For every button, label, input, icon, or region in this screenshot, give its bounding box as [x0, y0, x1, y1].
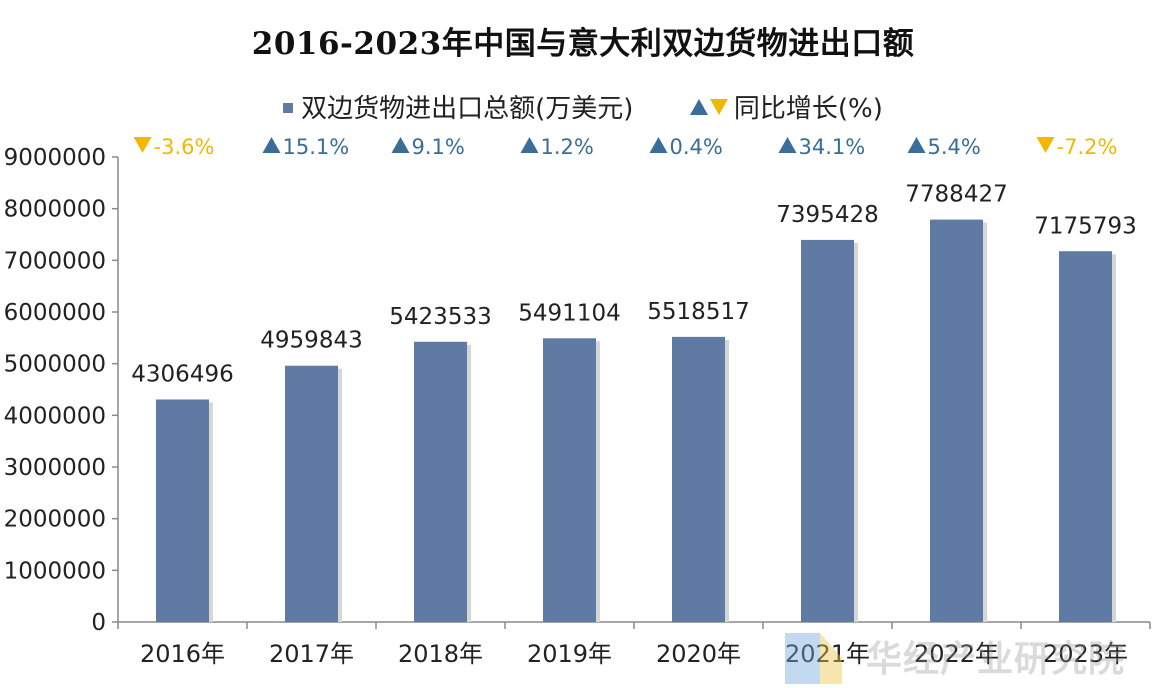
chart-title: 2016-2023年中国与意大利双边货物进出口额	[251, 26, 915, 62]
growth-up-icon	[520, 137, 539, 153]
legend: 双边货物进出口总额(万美元) 同比增长(%)	[0, 88, 1166, 125]
bar	[414, 341, 467, 622]
growth-up-icon	[907, 137, 926, 153]
x-tick-label: 2022年	[914, 640, 999, 668]
growth-label: 34.1%	[799, 135, 866, 159]
x-tick-label: 2018年	[398, 640, 483, 668]
growth-label: -7.2%	[1057, 135, 1118, 159]
y-tick-label: 8000000	[4, 197, 106, 223]
bar	[285, 365, 338, 622]
growth-label: 5.4%	[928, 135, 981, 159]
x-tick-label: 2017年	[269, 640, 354, 668]
y-tick-label: 2000000	[4, 507, 106, 533]
bar	[543, 338, 596, 622]
y-tick-label: 1000000	[4, 558, 106, 584]
growth-up-icon	[262, 137, 281, 153]
bar-legend-swatch	[283, 102, 294, 113]
growth-label: 15.1%	[283, 135, 350, 159]
bar-value-label: 7175793	[1034, 213, 1136, 239]
watermark-logo-icon	[785, 633, 842, 684]
bar	[801, 239, 854, 622]
growth-down-icon	[133, 137, 152, 153]
y-tick-label: 5000000	[4, 352, 106, 378]
y-tick-label: 4000000	[4, 403, 106, 429]
y-tick-label: 9000000	[4, 145, 106, 171]
y-tick-label: 0	[91, 610, 106, 636]
bar	[672, 336, 725, 622]
y-tick-label: 6000000	[4, 300, 106, 326]
growth-label: -3.6%	[154, 135, 215, 159]
growth-legend-label: 同比增长(%)	[733, 94, 883, 124]
growth-up-icon	[649, 137, 668, 153]
bar-value-label: 5491104	[518, 300, 620, 326]
growth-up-icon	[391, 137, 410, 153]
y-tick-label: 7000000	[4, 248, 106, 274]
x-tick-label: 2020年	[656, 640, 741, 668]
x-tick-label: 2023年	[1043, 640, 1128, 668]
growth-label: 9.1%	[412, 135, 465, 159]
bar-value-label: 5423533	[389, 304, 491, 330]
bar-value-label: 5518517	[647, 299, 749, 325]
down-triangle-icon	[709, 98, 728, 115]
x-tick-label: 2019年	[527, 640, 612, 668]
bar-value-label: 4306496	[131, 361, 233, 387]
bar-value-label: 7788427	[905, 182, 1007, 208]
growth-label: 0.4%	[670, 135, 723, 159]
bar	[156, 399, 209, 622]
growth-up-icon	[778, 137, 797, 153]
bar	[1059, 251, 1112, 622]
up-triangle-icon	[689, 98, 708, 115]
bar-legend-label: 双边货物进出口总额(万美元)	[301, 94, 634, 124]
bar-value-label: 4959843	[260, 328, 362, 354]
growth-label: 1.2%	[541, 135, 594, 159]
y-tick-label: 3000000	[4, 455, 106, 481]
bar	[930, 219, 983, 622]
watermark-text: 华经产业研究院	[866, 639, 1126, 680]
x-tick-label: 2021年	[785, 640, 870, 668]
bar-value-label: 7395428	[776, 202, 878, 228]
growth-down-icon	[1036, 137, 1055, 153]
x-tick-label: 2016年	[140, 640, 225, 668]
watermark: 华经产业研究院	[780, 628, 1160, 684]
